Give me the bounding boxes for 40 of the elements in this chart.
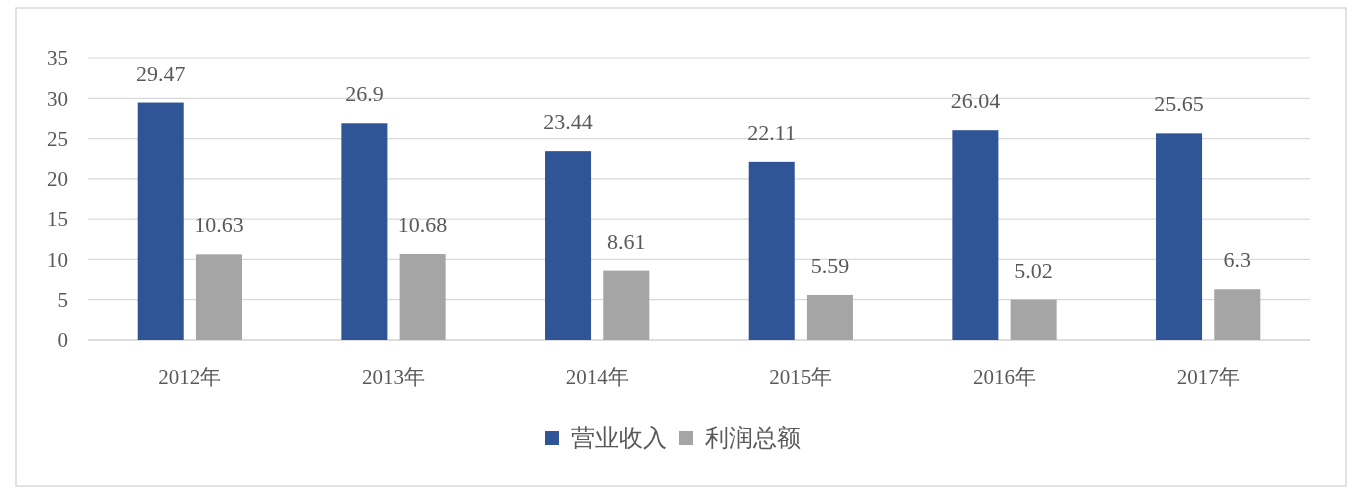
- y-tick-label: 25: [47, 126, 68, 151]
- bar: [341, 123, 388, 340]
- data-label: 8.61: [607, 228, 646, 254]
- data-label: 23.44: [543, 109, 593, 135]
- x-tick-label: 2012年: [158, 365, 222, 389]
- data-label: 26.9: [345, 81, 384, 107]
- bar: [1010, 299, 1057, 340]
- y-tick-label: 15: [47, 207, 68, 232]
- y-tick-label: 0: [57, 328, 68, 353]
- data-label: 29.47: [135, 60, 186, 86]
- data-label: 25.65: [1154, 91, 1204, 117]
- x-tick-label: 2016年: [973, 365, 1036, 389]
- bar: [195, 254, 242, 340]
- data-label: 5.02: [1014, 257, 1053, 283]
- x-tick-label: 2013年: [362, 365, 425, 389]
- y-tick-label: 30: [47, 86, 68, 111]
- bar: [806, 294, 853, 340]
- bar: [399, 253, 446, 340]
- y-tick-label: 10: [47, 247, 68, 272]
- x-tick-label: 2014年: [565, 365, 629, 389]
- bar: [137, 102, 184, 340]
- legend-label: 营业收入: [571, 424, 667, 453]
- x-tick-label: 2017年: [1176, 365, 1240, 389]
- bar: [545, 151, 592, 340]
- y-tick-label: 5: [57, 288, 68, 313]
- data-label: 10.63: [194, 212, 244, 238]
- bar: [952, 130, 999, 340]
- data-label: 22.11: [747, 119, 797, 145]
- data-label: 26.04: [950, 88, 1001, 114]
- y-tick-label: 20: [47, 167, 68, 192]
- legend-label: 利润总额: [705, 424, 801, 453]
- data-label: 6.3: [1223, 247, 1252, 273]
- bar: [1156, 133, 1203, 340]
- x-tick-label: 2015年: [769, 365, 833, 389]
- bar: [603, 270, 650, 340]
- bar: [748, 161, 795, 340]
- y-tick-label: 35: [47, 46, 68, 71]
- bar: [1214, 289, 1261, 340]
- data-label: 5.59: [810, 252, 850, 278]
- data-label: 10.68: [397, 211, 448, 237]
